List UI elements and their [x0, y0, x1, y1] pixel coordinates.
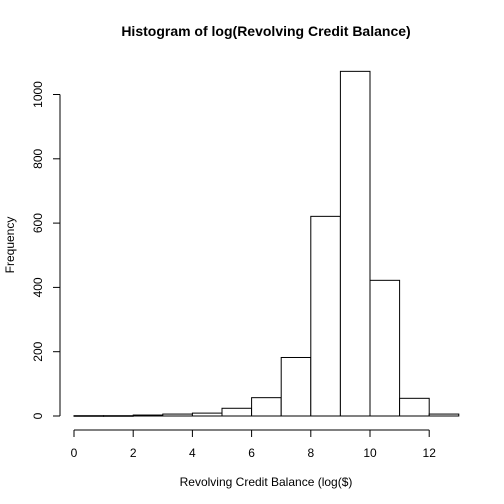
histogram-bar-6: [252, 398, 282, 416]
y-tick-label: 600: [31, 213, 45, 233]
histogram-bar-4: [192, 413, 222, 416]
chart-title: Histogram of log(Revolving Credit Balanc…: [121, 23, 410, 39]
histogram-bar-0: [74, 416, 104, 417]
x-tick-label: 6: [248, 446, 255, 460]
y-tick-label: 400: [31, 277, 45, 297]
x-tick-label: 12: [423, 446, 437, 460]
y-axis: 0 200 400 600 800 1000: [31, 81, 60, 420]
y-axis-label: Frequency: [3, 217, 17, 274]
x-tick-label: 10: [363, 446, 377, 460]
x-tick-label: 4: [189, 446, 196, 460]
y-tick-label: 1000: [31, 81, 45, 108]
histogram-bar-11: [400, 398, 430, 416]
y-tick-label: 0: [31, 412, 45, 419]
histogram-bar-2: [133, 415, 163, 416]
histogram-bar-5: [222, 408, 252, 416]
histogram-bar-1: [104, 416, 134, 417]
y-tick-label: 200: [31, 341, 45, 361]
x-tick-label: 2: [130, 446, 137, 460]
histogram-bar-9: [340, 71, 370, 416]
x-axis-label: Revolving Credit Balance (log($): [180, 475, 353, 489]
histogram-bar-10: [370, 280, 400, 416]
histogram-bar-8: [311, 216, 341, 416]
y-tick-label: 800: [31, 148, 45, 168]
histogram-bar-7: [281, 357, 311, 416]
x-tick-label: 0: [71, 446, 78, 460]
x-tick-label: 8: [307, 446, 314, 460]
bars-group: [74, 71, 459, 416]
x-axis: 0 2 4 6 8 10 12: [71, 430, 437, 460]
histogram-bar-12: [429, 414, 459, 416]
histogram-bar-3: [163, 414, 193, 416]
